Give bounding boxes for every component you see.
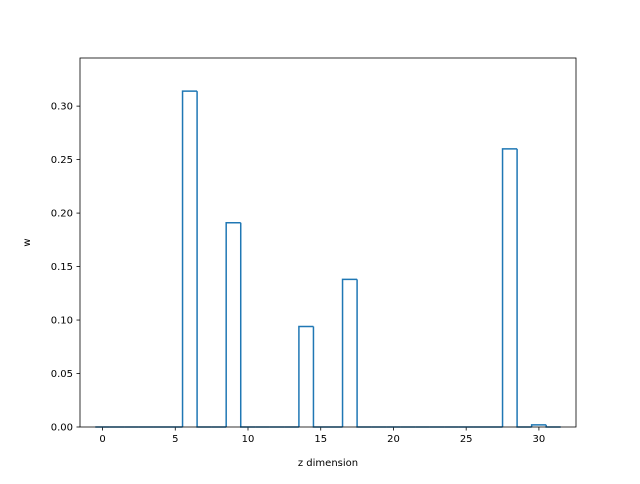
x-tick-label: 0: [99, 434, 105, 445]
y-axis-label: w: [22, 238, 33, 246]
histogram-bar: [181, 90, 198, 427]
x-tick-label: 10: [242, 434, 255, 445]
ticks-layer: 0 5 10 15 20 25 30 0.00 0.05 0.10 0.15 0.20 0.25 0.30: [51, 102, 546, 445]
y-tick-label: 0.25: [51, 155, 73, 166]
histogram-bar: [239, 222, 256, 428]
histogram-bar: [356, 279, 372, 428]
histogram-bar: [530, 424, 547, 427]
y-tick-label: 0.00: [51, 423, 73, 434]
histogram-bar: [225, 221, 241, 427]
y-tick-label: 0.20: [51, 209, 73, 220]
y-tick-label: 0.30: [51, 102, 73, 113]
histogram-bar: [341, 278, 358, 427]
histogram-bar: [196, 91, 212, 428]
plot-frame: [79, 57, 577, 428]
histogram-bar: [516, 148, 532, 428]
histogram-bar: [501, 148, 518, 427]
histogram-bar: [298, 325, 314, 427]
y-tick-label: 0.10: [51, 316, 73, 327]
y-tick-label: 0.15: [51, 262, 73, 273]
x-axis-label: z dimension: [298, 458, 358, 469]
x-tick-label: 5: [172, 434, 178, 445]
bars-layer: [95, 90, 561, 428]
x-tick-label: 15: [314, 434, 327, 445]
histogram-bar: [312, 326, 328, 428]
x-tick-label: 25: [460, 434, 473, 445]
x-tick-label: 30: [533, 434, 546, 445]
x-tick-label: 20: [387, 434, 400, 445]
y-tick-label: 0.05: [51, 369, 73, 380]
